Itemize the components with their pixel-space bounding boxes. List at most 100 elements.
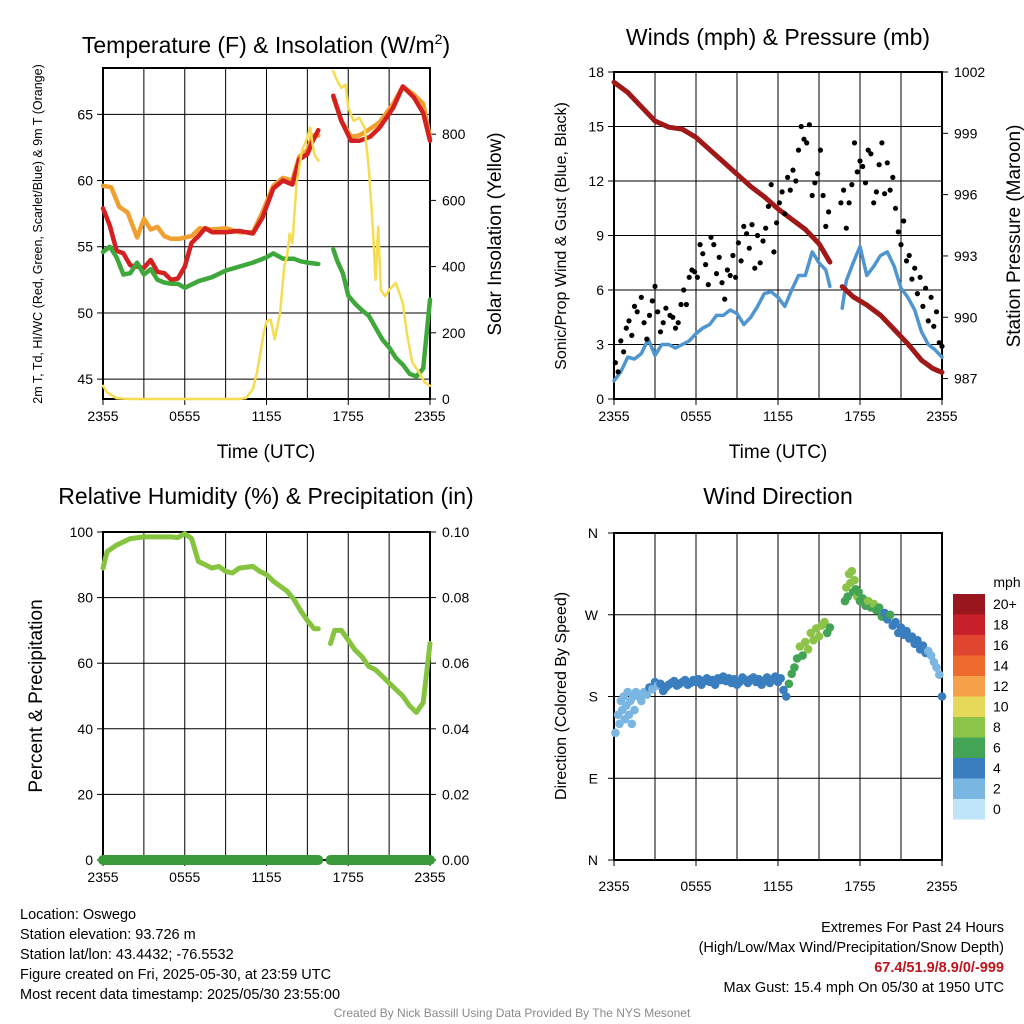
x-tick-label: 1755 bbox=[844, 408, 875, 424]
gust-point bbox=[738, 258, 744, 264]
y-right-tick-label: 0.10 bbox=[442, 524, 469, 540]
extremes-subtitle: (High/Low/Max Wind/Precipitation/Snow De… bbox=[698, 940, 1004, 956]
legend-title: mph bbox=[993, 574, 1020, 590]
gust-point bbox=[629, 332, 635, 338]
y-tick-label: 6 bbox=[596, 282, 604, 298]
gust-point bbox=[692, 269, 698, 275]
gust-point bbox=[646, 312, 653, 318]
gust-point bbox=[804, 140, 810, 146]
gust-point bbox=[843, 225, 849, 231]
gust-point bbox=[754, 232, 761, 239]
direction-point bbox=[918, 641, 928, 650]
extremes-title: Extremes For Past 24 Hours bbox=[821, 920, 1004, 936]
credit-text: Created By Nick Bassill Using Data Provi… bbox=[333, 1006, 691, 1020]
gust-point bbox=[898, 242, 904, 248]
y-right-axis-label: Station Pressure (Maroon) bbox=[1004, 125, 1024, 348]
direction-point bbox=[642, 690, 652, 699]
y-tick-label: 40 bbox=[77, 721, 93, 737]
gust-point bbox=[638, 294, 644, 300]
gust-point bbox=[660, 320, 666, 326]
plot-frame bbox=[613, 71, 943, 400]
direction-point bbox=[850, 575, 859, 585]
gust-point bbox=[851, 140, 858, 146]
gust-point bbox=[887, 187, 893, 193]
series-insolation-line bbox=[101, 70, 432, 401]
x-tick-label: 0555 bbox=[680, 878, 711, 894]
y-tick-label: N bbox=[588, 525, 598, 541]
direction-point bbox=[611, 728, 620, 738]
legend-label: 16 bbox=[993, 637, 1009, 653]
y-tick-label: 60 bbox=[77, 173, 93, 189]
gust-point bbox=[716, 254, 722, 260]
gust-point bbox=[812, 180, 818, 186]
direction-point bbox=[776, 674, 785, 683]
y-right-tick-label: 987 bbox=[954, 371, 978, 387]
gust-point bbox=[815, 171, 821, 177]
gust-point bbox=[672, 325, 679, 331]
gust-point bbox=[724, 267, 731, 273]
y-right-tick-label: 600 bbox=[442, 192, 466, 208]
legend-swatch bbox=[953, 635, 985, 656]
gust-point bbox=[670, 314, 676, 320]
gust-point bbox=[703, 262, 709, 268]
legend-label: 12 bbox=[993, 678, 1009, 694]
extremes-values: 67.4/51.9/8.9/0/-999 bbox=[874, 960, 1004, 976]
gust-point bbox=[854, 169, 860, 175]
temperature-title: Temperature (F) & Insolation (W/m2) bbox=[82, 31, 450, 58]
y-right-tick-label: 999 bbox=[954, 125, 978, 141]
gust-point bbox=[846, 200, 852, 206]
x-axis-label: Time (UTC) bbox=[217, 442, 316, 463]
gust-point bbox=[649, 298, 655, 304]
gust-point bbox=[860, 163, 866, 170]
gust-point bbox=[618, 338, 624, 344]
gust-point bbox=[917, 274, 923, 280]
gust-point bbox=[798, 123, 804, 130]
gust-point bbox=[795, 147, 802, 153]
gust-point bbox=[892, 205, 899, 211]
y-right-tick-label: 400 bbox=[442, 259, 466, 275]
gust-point bbox=[862, 180, 869, 186]
recent-text: Most recent data timestamp: 2025/05/30 2… bbox=[20, 987, 341, 1003]
legend-swatch bbox=[953, 594, 985, 615]
legend-swatch bbox=[953, 737, 985, 758]
extremes-info: Extremes For Past 24 Hours (High/Low/Max… bbox=[699, 918, 1004, 998]
pressure-line bbox=[611, 79, 945, 375]
gust-point bbox=[683, 301, 690, 308]
gust-point bbox=[782, 211, 788, 217]
gust-point bbox=[774, 220, 780, 226]
direction-point bbox=[803, 645, 813, 654]
legend-label: 6 bbox=[993, 740, 1001, 756]
winds-panel: Winds (mph) & Pressure (mb) 2355 0555 1155… bbox=[553, 24, 1024, 463]
y-tick-label: 100 bbox=[70, 524, 94, 540]
direction-point bbox=[913, 635, 922, 645]
gust-point bbox=[868, 151, 874, 157]
gust-point bbox=[760, 238, 766, 244]
gust-point bbox=[857, 158, 863, 164]
legend-swatch bbox=[953, 614, 985, 635]
y-right-tick-label: 1002 bbox=[954, 64, 985, 80]
x-tick-label: 2355 bbox=[414, 408, 445, 424]
y-tick-label: 9 bbox=[596, 228, 604, 244]
x-tick-label: 1755 bbox=[844, 878, 875, 894]
gust-point bbox=[871, 200, 877, 206]
direction-point bbox=[798, 651, 807, 660]
y-right-tick-label: 0 bbox=[442, 391, 450, 407]
gust-point bbox=[787, 187, 793, 193]
gust-point bbox=[790, 167, 796, 173]
gust-point bbox=[838, 200, 844, 206]
gust-point bbox=[757, 260, 763, 266]
direction-point bbox=[937, 692, 947, 701]
y-right-tick-label: 0.04 bbox=[442, 721, 469, 737]
direction-point bbox=[627, 719, 637, 729]
plot-frame bbox=[102, 67, 431, 400]
gust-point bbox=[735, 240, 742, 246]
x-tick-label: 2355 bbox=[598, 878, 629, 894]
y-tick-label: N bbox=[588, 852, 598, 868]
gust-point bbox=[681, 287, 687, 293]
gust-point bbox=[644, 336, 650, 342]
x-tick-label: 1155 bbox=[251, 408, 281, 424]
direction-point bbox=[891, 617, 900, 627]
legend-label: 0 bbox=[993, 801, 1001, 817]
y-tick-label: 18 bbox=[588, 64, 604, 80]
direction-point bbox=[820, 617, 829, 627]
